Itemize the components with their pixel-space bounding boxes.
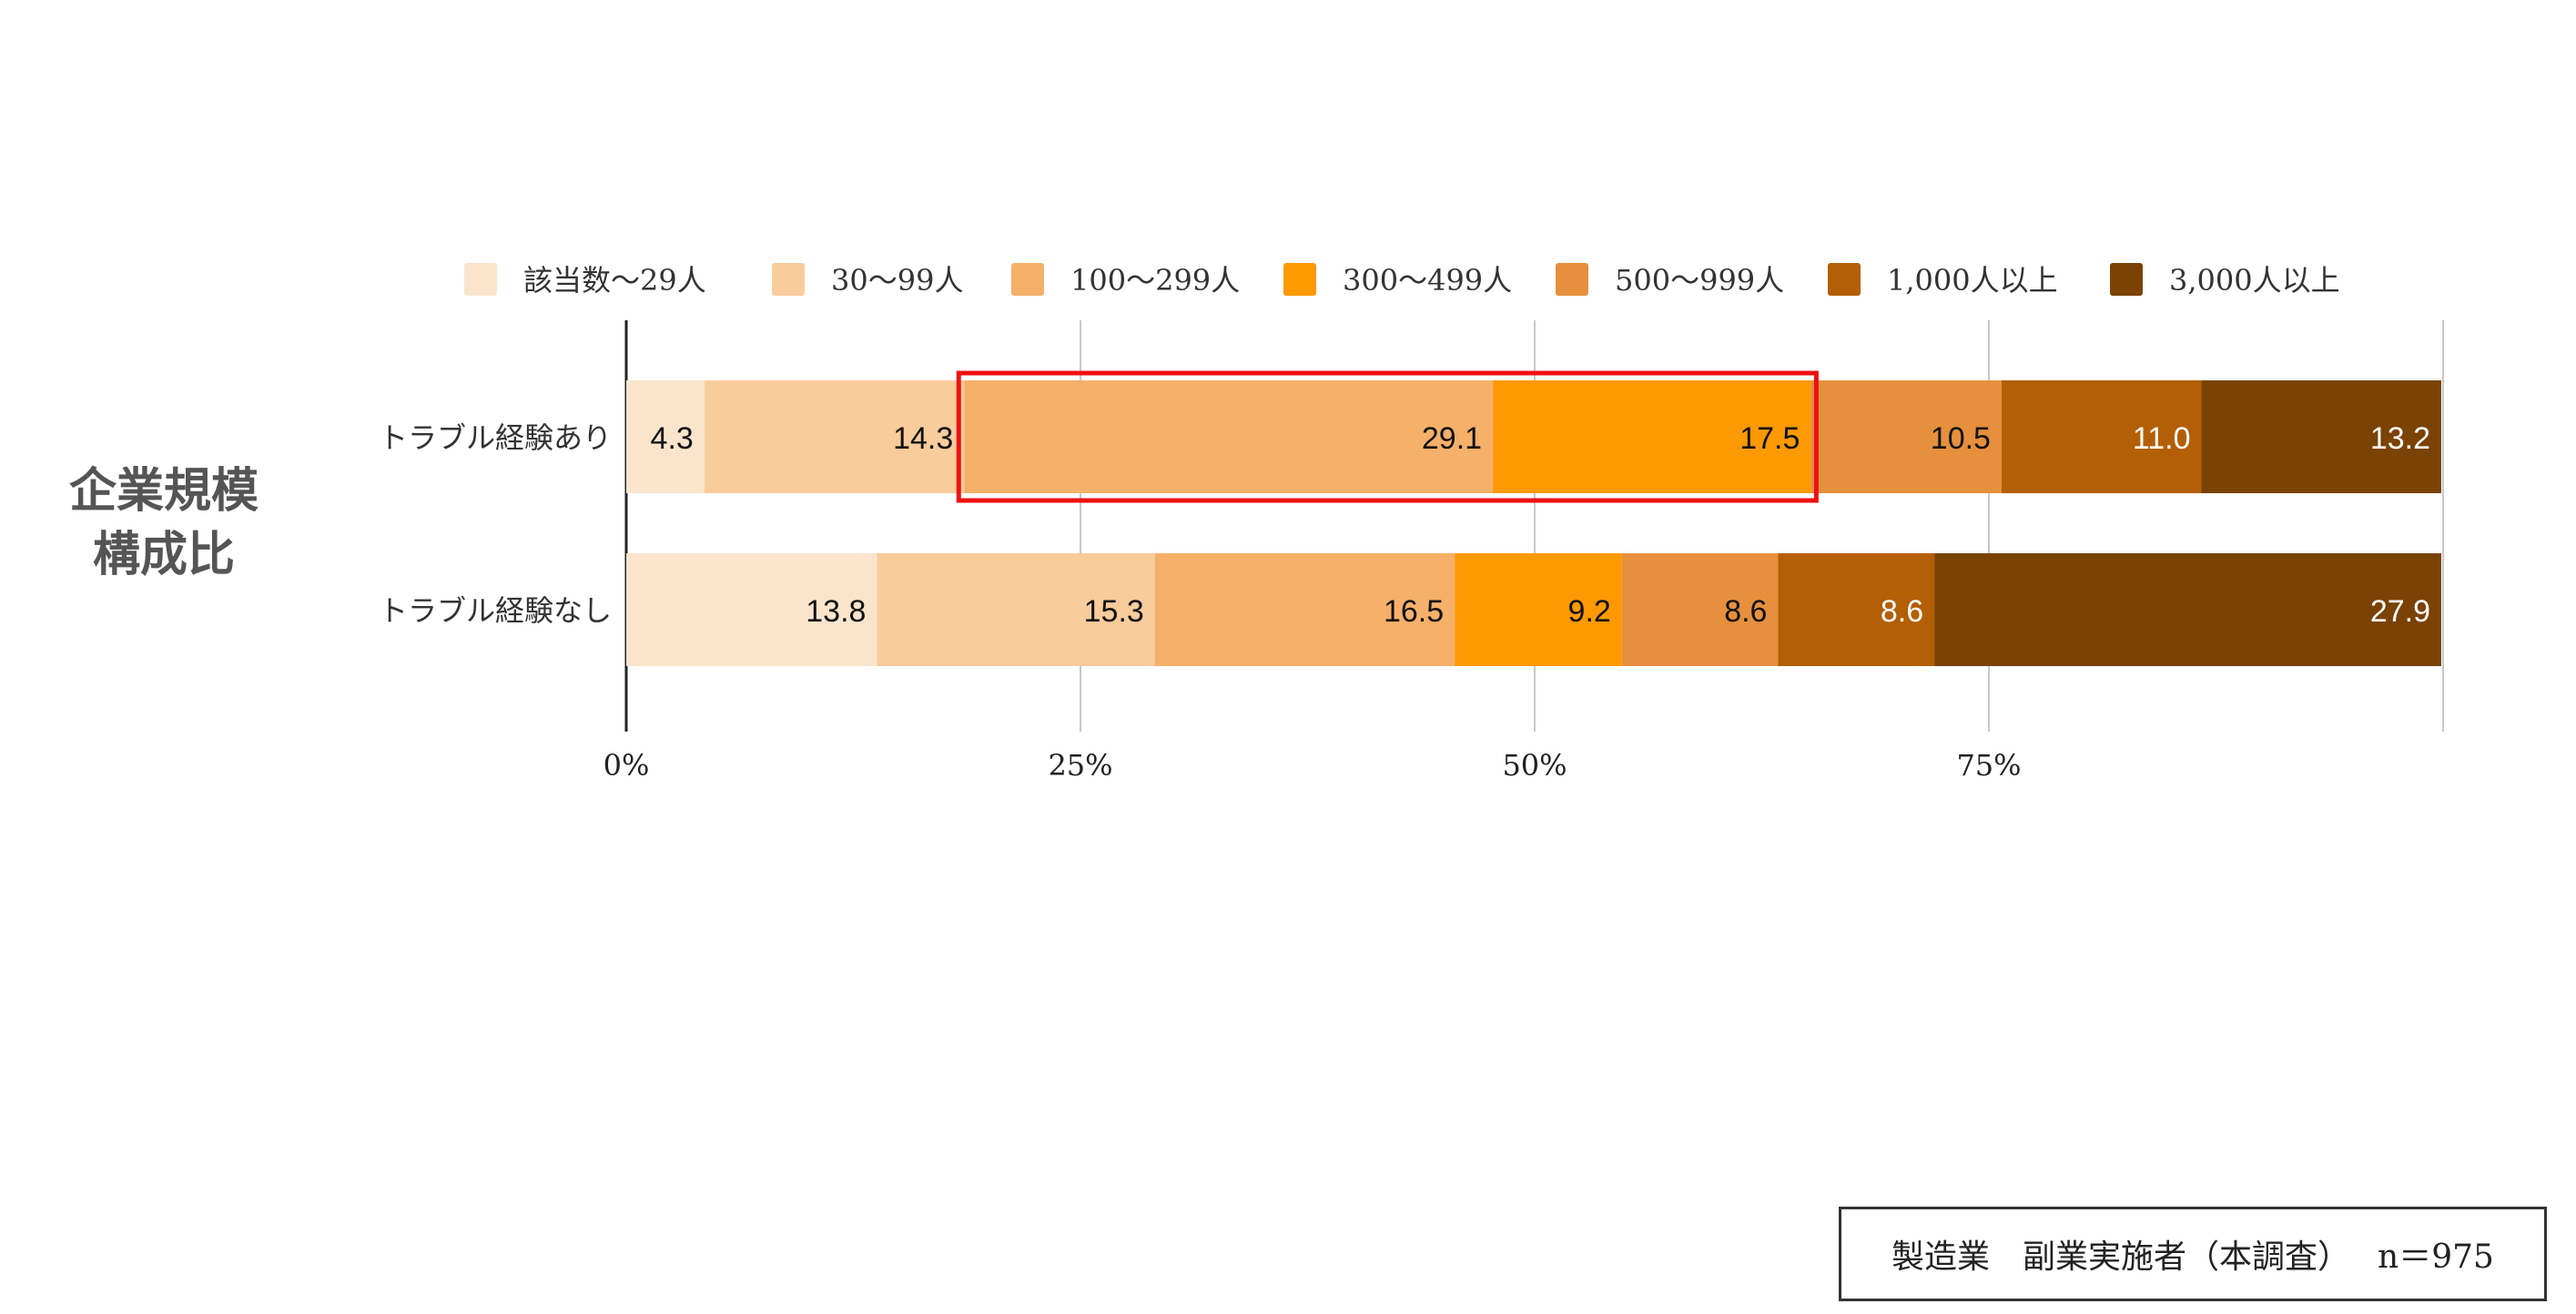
- legend-swatch-1: [772, 263, 805, 296]
- bar-segment-r1-s6: [1934, 553, 2442, 666]
- legend-label-6: 3,000人以上: [2169, 263, 2340, 298]
- x-tick-label-75: 75%: [1956, 748, 2021, 783]
- legend-label-1: 30〜99人: [831, 263, 963, 298]
- legend-swatch-3: [1283, 263, 1316, 296]
- legend: 該当数〜29人 30〜99人 100〜299人 300〜499人 500〜999人 1,0…: [464, 263, 2340, 298]
- data-label-r0-s6: 13.2: [2370, 421, 2430, 456]
- data-label-r0-s4: 10.5: [1931, 421, 1991, 456]
- x-tick-label-50: 50%: [1502, 748, 1567, 783]
- legend-item-4: 500〜999人: [1556, 263, 1784, 298]
- highlight-layer: [956, 370, 1819, 503]
- bar-segment-r0-s1: [704, 380, 965, 493]
- data-label-r1-s6: 27.9: [2370, 594, 2430, 629]
- bar-segment-r0-s4: [1810, 380, 2002, 493]
- data-label-r0-s1: 14.3: [893, 421, 953, 456]
- legend-label-2: 100〜299人: [1070, 263, 1240, 298]
- data-label-r1-s3: 9.2: [1568, 594, 1611, 629]
- bar-segment-r0-s3: [1493, 380, 1811, 493]
- highlight-box: [956, 370, 1819, 503]
- footnote-label: 製造業 副業実施者（本調査）: [1891, 1238, 2351, 1276]
- legend-label-0: 該当数〜29人: [523, 263, 706, 298]
- bars: [626, 380, 2442, 666]
- legend-label-3: 300〜499人: [1343, 263, 1512, 298]
- legend-label-5: 1,000人以上: [1887, 263, 2058, 298]
- bar-segment-r1-s5: [1778, 553, 1935, 666]
- bar-segment-r0-s2: [964, 380, 1494, 493]
- legend-swatch-0: [464, 263, 497, 296]
- data-label-r0-s2: 29.1: [1422, 421, 1482, 456]
- bar-segment-r1-s3: [1455, 553, 1622, 666]
- legend-swatch-5: [1828, 263, 1861, 296]
- footnote-box: 製造業 副業実施者（本調査） n＝975: [1839, 1207, 2547, 1301]
- x-tick-label-25: 25%: [1048, 748, 1112, 783]
- data-label-r0-s5: 11.0: [2133, 421, 2191, 456]
- data-label-r1-s1: 15.3: [1084, 594, 1144, 629]
- side-title: 企業規模 構成比: [27, 460, 300, 587]
- bar-segment-r1-s2: [1154, 553, 1455, 666]
- legend-item-1: 30〜99人: [772, 263, 963, 298]
- legend-label-4: 500〜999人: [1615, 263, 1784, 298]
- legend-item-0: 該当数〜29人: [464, 263, 706, 298]
- data-label-r0-s0: 4.3: [651, 421, 694, 456]
- bar-segment-r0-s6: [2201, 380, 2442, 493]
- legend-item-6: 3,000人以上: [2110, 263, 2340, 298]
- footnote-n: n＝975: [2378, 1238, 2494, 1276]
- bar-segment-r1-s1: [877, 553, 1155, 666]
- data-label-r1-s2: 16.5: [1384, 594, 1444, 629]
- legend-swatch-2: [1011, 263, 1044, 296]
- side-title-line2: 構成比: [92, 528, 235, 582]
- data-label-r1-s0: 13.8: [806, 594, 866, 629]
- legend-item-3: 300〜499人: [1283, 263, 1512, 298]
- data-label-r1-s5: 8.6: [1881, 594, 1923, 629]
- legend-swatch-6: [2110, 263, 2143, 296]
- data-label-r1-s4: 8.6: [1724, 594, 1767, 629]
- bar-segment-r1-s4: [1621, 553, 1779, 666]
- category-label-0: トラブル経験あり: [379, 420, 612, 455]
- legend-item-5: 1,000人以上: [1828, 263, 2058, 298]
- legend-item-2: 100〜299人: [1011, 263, 1240, 298]
- legend-swatch-4: [1556, 263, 1588, 296]
- data-labels: 4.3 14.3 29.1 17.5 10.5 11.0 13.2 13.8 15.3 16.5 9…: [651, 421, 2430, 629]
- bar-segment-r0-s5: [2001, 380, 2202, 493]
- data-label-r0-s3: 17.5: [1739, 421, 1800, 456]
- side-title-line1: 企業規模: [68, 464, 259, 519]
- x-axis-ticks: 0% 25% 50% 75%: [603, 748, 2022, 783]
- bar-segment-r0-s0: [626, 380, 705, 493]
- category-label-1: トラブル経験なし: [379, 593, 612, 628]
- bar-segment-r1-s0: [626, 553, 877, 666]
- x-tick-label-0: 0%: [603, 748, 650, 783]
